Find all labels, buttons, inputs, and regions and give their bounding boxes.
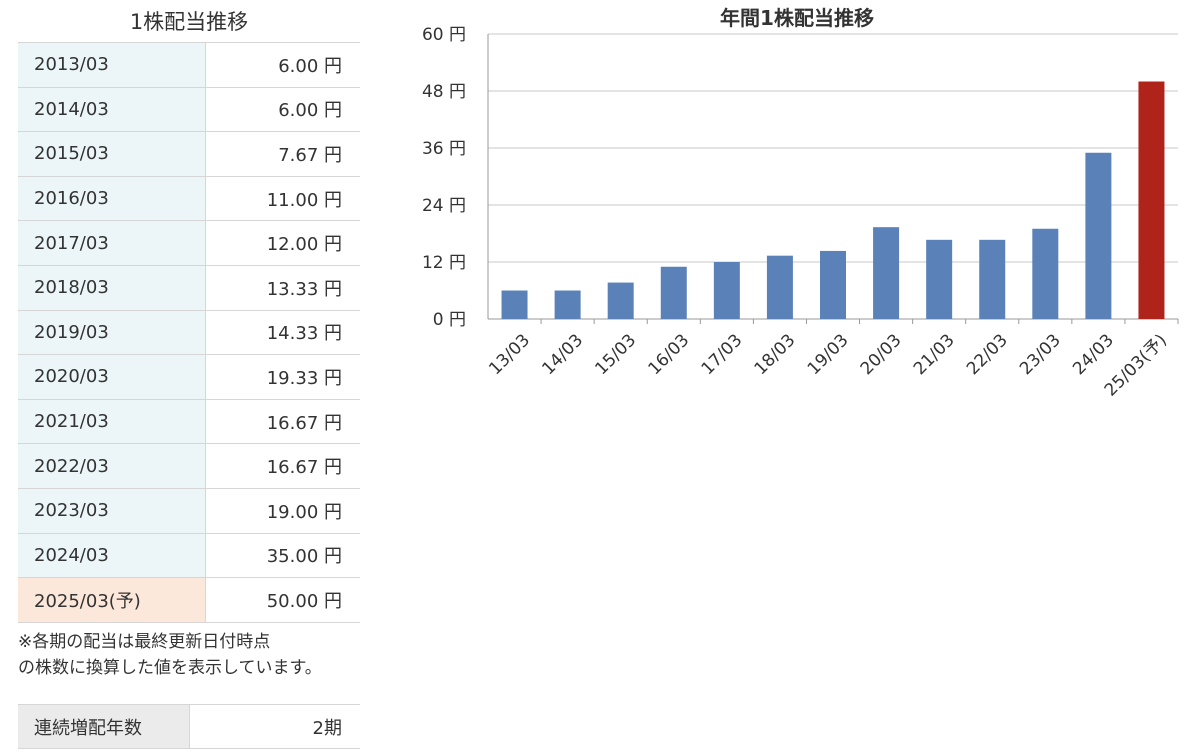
dividend-row: 2018/03 13.33 円 <box>18 264 360 311</box>
bar <box>820 250 846 319</box>
dividend-period: 2014/03 <box>18 86 206 133</box>
dividend-period: 2023/03 <box>18 487 206 534</box>
bar <box>660 266 687 319</box>
dividend-period: 2024/03 <box>18 532 206 579</box>
dividend-amount: 35.00 円 <box>205 532 360 579</box>
bar <box>979 239 1006 319</box>
dividend-row: 2022/03 16.67 円 <box>18 443 360 489</box>
x-tick-label: 14/03 <box>538 330 587 379</box>
x-tick-label: 13/03 <box>485 330 534 379</box>
bar <box>554 290 581 319</box>
bar <box>607 282 634 319</box>
dividend-row: 2025/03(予) 50.00 円 <box>18 577 360 623</box>
dividend-period: 2025/03(予) <box>18 577 206 623</box>
x-tick-label: 17/03 <box>698 330 747 379</box>
x-tick-label: 16/03 <box>645 330 694 379</box>
dividend-row: 2019/03 14.33 円 <box>18 309 360 356</box>
dividend-period: 2022/03 <box>18 443 206 489</box>
x-tick-label: 20/03 <box>857 330 906 379</box>
bar <box>1085 152 1112 319</box>
dividend-amount: 7.67 円 <box>205 131 360 177</box>
dividend-amount: 19.33 円 <box>205 354 360 400</box>
dividend-amount: 13.33 円 <box>205 264 360 311</box>
dividend-row: 2015/03 7.67 円 <box>18 131 360 177</box>
dividend-period: 2020/03 <box>18 354 206 400</box>
dividend-row: 2024/03 35.00 円 <box>18 532 360 579</box>
dividend-note: ※各期の配当は最終更新日付時点 の株数に換算した値を表示しています。 <box>18 629 360 681</box>
x-tick-label: 21/03 <box>910 330 959 379</box>
annual-dividend-chart: 年間1株配当推移 0 円 12 円 24 円 36 円 48 円 60 円 13/03 14… <box>422 6 1179 401</box>
bar <box>1032 228 1059 319</box>
y-axis-ticks: 0 円 12 円 24 円 36 円 48 円 60 円 <box>422 25 466 330</box>
streak-value: 2期 <box>189 704 360 749</box>
dividend-amount: 12.00 円 <box>205 220 360 266</box>
note-line-2: の株数に換算した値を表示しています。 <box>18 657 322 678</box>
dividend-history-panel: 1株配当推移 2013/03 6.00 円 2014/03 6.00 円 2015/03… <box>18 0 360 681</box>
dividend-period: 2019/03 <box>18 309 206 356</box>
dividend-period: 2018/03 <box>18 264 206 311</box>
dividend-row: 2023/03 19.00 円 <box>18 487 360 534</box>
dividend-period: 2021/03 <box>18 398 206 445</box>
y-tick-label: 12 円 <box>422 253 466 273</box>
dividend-row: 2020/03 19.33 円 <box>18 354 360 400</box>
x-tick-label: 22/03 <box>963 330 1012 379</box>
dividend-row: 2013/03 6.00 円 <box>18 42 360 88</box>
chart-bars <box>501 81 1165 319</box>
y-tick-label: 0 円 <box>433 310 466 330</box>
dividend-period: 2017/03 <box>18 220 206 266</box>
bar <box>713 262 740 319</box>
dividend-row: 2017/03 12.00 円 <box>18 220 360 266</box>
x-axis-ticks: 13/03 14/03 15/03 16/03 17/03 18/03 19/03 20/03… <box>485 319 1179 401</box>
y-tick-label: 24 円 <box>422 196 466 216</box>
dividend-amount: 6.00 円 <box>205 42 360 88</box>
x-tick-label: 18/03 <box>751 330 800 379</box>
x-tick-label: 19/03 <box>804 330 853 379</box>
y-tick-label: 36 円 <box>422 139 466 159</box>
dividend-row: 2014/03 6.00 円 <box>18 86 360 133</box>
dividend-amount: 19.00 円 <box>205 487 360 534</box>
chart-title: 年間1株配当推移 <box>720 6 874 30</box>
bar-forecast <box>1138 81 1165 319</box>
y-tick-label: 60 円 <box>422 25 466 45</box>
note-line-1: ※各期の配当は最終更新日付時点 <box>18 631 271 652</box>
dividend-amount: 14.33 円 <box>205 309 360 356</box>
dividend-row: 2016/03 11.00 円 <box>18 175 360 222</box>
bar <box>501 290 528 319</box>
dividend-amount: 6.00 円 <box>205 86 360 133</box>
dividend-amount: 50.00 円 <box>205 577 360 623</box>
x-tick-label: 23/03 <box>1016 330 1065 379</box>
y-tick-label: 48 円 <box>422 82 466 102</box>
bar <box>873 227 900 319</box>
dividend-amount: 16.67 円 <box>205 398 360 445</box>
x-tick-label: 24/03 <box>1069 330 1118 379</box>
dividend-row: 2021/03 16.67 円 <box>18 398 360 445</box>
dividend-amount: 16.67 円 <box>205 443 360 489</box>
streak-row: 連続増配年数 2期 <box>18 704 360 749</box>
x-tick-label: 15/03 <box>591 330 640 379</box>
dividend-period: 2013/03 <box>18 42 206 88</box>
dividend-streak-table: 連続増配年数 2期 <box>18 704 360 749</box>
chart-grid <box>487 33 1178 320</box>
bar <box>766 255 793 319</box>
dividend-period: 2016/03 <box>18 175 206 222</box>
dividend-period: 2015/03 <box>18 131 206 177</box>
dividend-amount: 11.00 円 <box>205 175 360 222</box>
streak-label: 連続増配年数 <box>18 704 190 749</box>
bar <box>926 239 953 319</box>
table-title: 1株配当推移 <box>129 10 249 34</box>
